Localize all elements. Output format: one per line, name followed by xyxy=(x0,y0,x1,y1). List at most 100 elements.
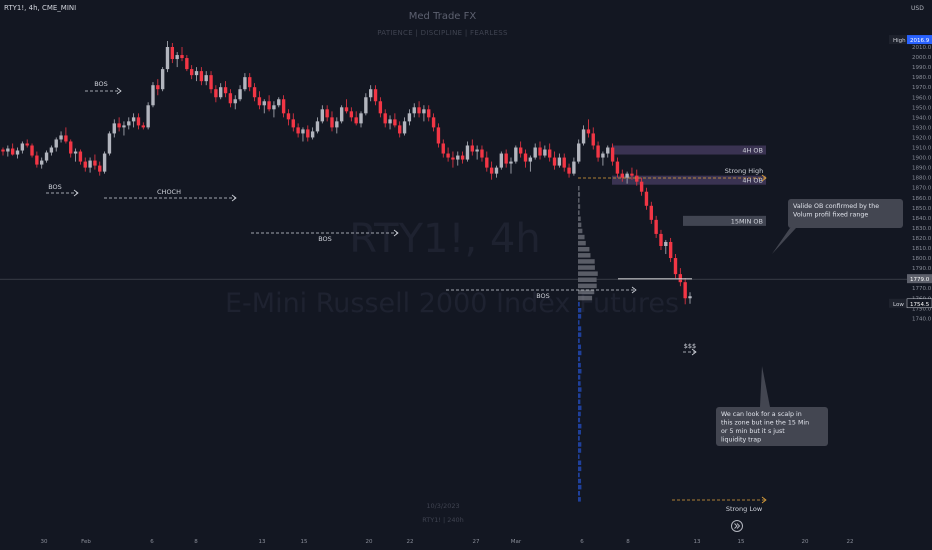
candle[interactable] xyxy=(543,145,547,158)
candle[interactable] xyxy=(291,113,295,132)
candle[interactable] xyxy=(538,141,542,160)
candle[interactable] xyxy=(533,143,537,160)
candle[interactable] xyxy=(364,93,368,116)
candle[interactable] xyxy=(243,73,247,92)
candle[interactable] xyxy=(359,111,363,128)
candle[interactable] xyxy=(281,95,286,118)
candle[interactable] xyxy=(441,139,445,158)
candle[interactable] xyxy=(286,109,291,126)
candle[interactable] xyxy=(330,111,334,132)
candle[interactable] xyxy=(349,107,354,122)
candle[interactable] xyxy=(393,113,397,128)
candle[interactable] xyxy=(122,121,126,136)
candle[interactable] xyxy=(630,167,634,180)
candle[interactable] xyxy=(615,157,620,178)
candle[interactable] xyxy=(635,169,639,186)
candle[interactable] xyxy=(320,105,325,124)
candle[interactable] xyxy=(562,153,566,172)
candle[interactable] xyxy=(368,85,373,102)
candle[interactable] xyxy=(470,139,474,156)
candle[interactable] xyxy=(204,71,208,86)
candle[interactable] xyxy=(625,171,629,184)
candle[interactable] xyxy=(107,131,112,156)
candle[interactable] xyxy=(277,97,281,108)
candle[interactable] xyxy=(165,40,170,73)
candle[interactable] xyxy=(30,143,34,158)
candle[interactable] xyxy=(64,127,68,144)
candle[interactable] xyxy=(514,145,518,164)
candle[interactable] xyxy=(673,254,678,279)
candle[interactable] xyxy=(35,151,39,168)
candle[interactable] xyxy=(69,139,73,158)
candle[interactable] xyxy=(238,85,242,102)
order-block-zone[interactable] xyxy=(612,145,766,155)
candle[interactable] xyxy=(25,139,29,148)
candle[interactable] xyxy=(683,278,687,305)
candle[interactable] xyxy=(214,85,218,103)
candle[interactable] xyxy=(267,95,271,112)
candle[interactable] xyxy=(557,153,562,168)
candle[interactable] xyxy=(668,237,673,263)
replay-button[interactable] xyxy=(731,520,743,532)
callout[interactable]: Valide OB confirmed by the Volum profil f… xyxy=(772,199,903,254)
candle[interactable] xyxy=(185,55,189,72)
candle[interactable] xyxy=(591,127,595,150)
candle[interactable] xyxy=(93,154,97,170)
candle[interactable] xyxy=(160,67,165,92)
candle[interactable] xyxy=(136,113,141,130)
candle[interactable] xyxy=(422,105,426,122)
candle[interactable] xyxy=(659,229,663,251)
candle[interactable] xyxy=(233,95,237,110)
candle[interactable] xyxy=(354,111,358,126)
candle[interactable] xyxy=(344,99,349,114)
candle[interactable] xyxy=(417,101,421,118)
candle[interactable] xyxy=(272,101,276,118)
candle[interactable] xyxy=(654,215,658,238)
candle[interactable] xyxy=(398,121,402,138)
candle[interactable] xyxy=(499,151,504,170)
candle[interactable] xyxy=(127,117,131,130)
order-block-zone[interactable] xyxy=(683,215,766,226)
candle[interactable] xyxy=(688,292,692,304)
candle[interactable] xyxy=(117,117,121,132)
candle[interactable] xyxy=(446,147,450,162)
candle[interactable] xyxy=(141,122,145,130)
candle[interactable] xyxy=(518,141,523,158)
candle[interactable] xyxy=(1,147,5,156)
candle[interactable] xyxy=(460,151,465,164)
candle[interactable] xyxy=(383,109,387,128)
candle[interactable] xyxy=(436,123,441,148)
candle[interactable] xyxy=(209,71,213,94)
candle[interactable] xyxy=(489,161,494,180)
candle[interactable] xyxy=(581,125,586,146)
candle[interactable] xyxy=(572,157,576,176)
candle[interactable] xyxy=(649,201,653,224)
candle[interactable] xyxy=(15,147,20,159)
candle[interactable] xyxy=(480,145,484,162)
callout[interactable]: We can look for a scalp in this zone but … xyxy=(716,366,828,446)
candle[interactable] xyxy=(315,117,320,134)
candle[interactable] xyxy=(10,143,15,156)
candle[interactable] xyxy=(170,42,175,64)
candle[interactable] xyxy=(88,157,92,173)
candle[interactable] xyxy=(83,157,87,172)
candle[interactable] xyxy=(494,165,499,178)
candle[interactable] xyxy=(223,81,228,98)
candle[interactable] xyxy=(373,85,378,106)
candle[interactable] xyxy=(54,137,58,152)
candle[interactable] xyxy=(44,150,49,163)
candle[interactable] xyxy=(248,73,252,92)
candle[interactable] xyxy=(475,145,479,160)
candle[interactable] xyxy=(431,113,436,132)
candle[interactable] xyxy=(180,47,184,62)
candle[interactable] xyxy=(548,143,552,162)
candle[interactable] xyxy=(325,105,329,122)
candle[interactable] xyxy=(456,151,460,166)
candle[interactable] xyxy=(156,79,160,96)
candle[interactable] xyxy=(73,148,78,162)
candle[interactable] xyxy=(465,141,470,162)
candle[interactable] xyxy=(40,157,44,169)
candle[interactable] xyxy=(310,127,315,140)
candle[interactable] xyxy=(112,119,116,138)
candle[interactable] xyxy=(610,143,615,166)
